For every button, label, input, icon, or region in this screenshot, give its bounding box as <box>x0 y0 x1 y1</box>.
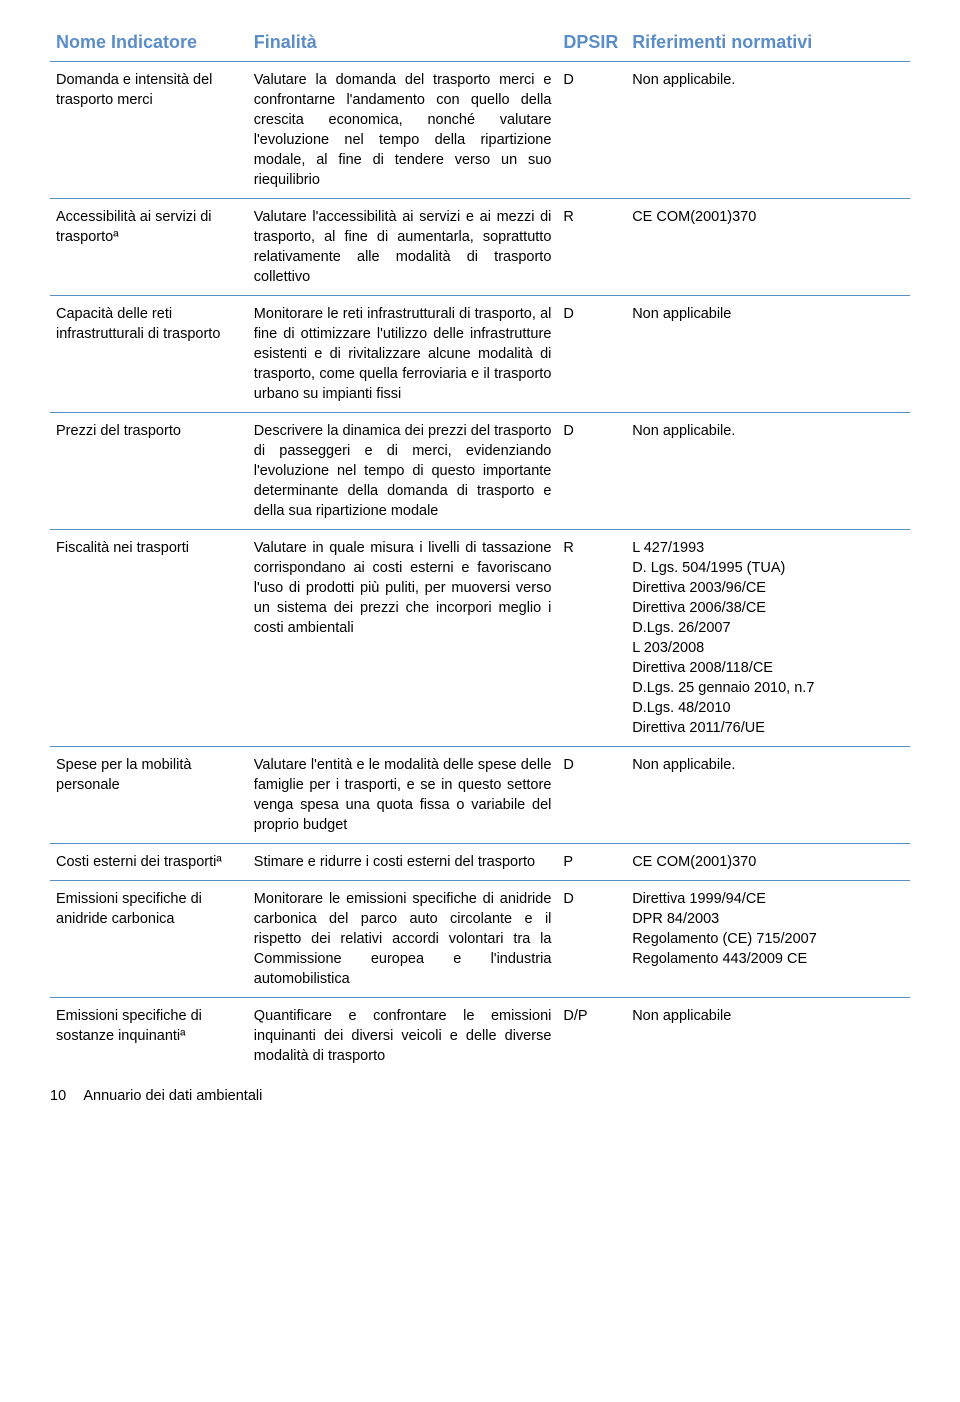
cell-finalita: Stimare e ridurre i costi esterni del tr… <box>248 844 558 881</box>
cell-dpsir: D <box>557 881 626 998</box>
cell-dpsir: P <box>557 844 626 881</box>
cell-finalita: Descrivere la dinamica dei prezzi del tr… <box>248 413 558 530</box>
table-row: Domanda e intensità del trasporto merciV… <box>50 62 910 199</box>
table-row: Costi esterni dei trasportiªStimare e ri… <box>50 844 910 881</box>
cell-dpsir: R <box>557 199 626 296</box>
cell-finalita: Monitorare le emissioni specifiche di an… <box>248 881 558 998</box>
doc-title: Annuario dei dati ambientali <box>83 1088 262 1104</box>
cell-dpsir: D <box>557 413 626 530</box>
column-header-nome: Nome Indicatore <box>50 24 248 62</box>
cell-nome: Prezzi del trasporto <box>50 413 248 530</box>
cell-finalita: Valutare in quale misura i livelli di ta… <box>248 530 558 747</box>
table-row: Spese per la mobilità personaleValutare … <box>50 747 910 844</box>
cell-nome: Fiscalità nei trasporti <box>50 530 248 747</box>
cell-nome: Costi esterni dei trasportiª <box>50 844 248 881</box>
column-header-riferimenti: Riferimenti normativi <box>626 24 910 62</box>
cell-riferimenti: Non applicabile <box>626 998 910 1075</box>
cell-nome: Domanda e intensità del trasporto merci <box>50 62 248 199</box>
column-header-dpsir: DPSIR <box>557 24 626 62</box>
table-row: Prezzi del trasportoDescrivere la dinami… <box>50 413 910 530</box>
table-row: Accessibilità ai servizi di trasportoªVa… <box>50 199 910 296</box>
cell-dpsir: R <box>557 530 626 747</box>
cell-riferimenti: L 427/1993D. Lgs. 504/1995 (TUA)Direttiv… <box>626 530 910 747</box>
cell-dpsir: D <box>557 62 626 199</box>
table-row: Emissioni specifiche di anidride carboni… <box>50 881 910 998</box>
cell-nome: Capacità delle reti infrastrutturali di … <box>50 296 248 413</box>
cell-finalita: Valutare la domanda del trasporto merci … <box>248 62 558 199</box>
cell-nome: Accessibilità ai servizi di trasportoª <box>50 199 248 296</box>
column-header-finalita: Finalità <box>248 24 558 62</box>
page-footer: 10 Annuario dei dati ambientali <box>50 1074 910 1104</box>
cell-finalita: Monitorare le reti infrastrutturali di t… <box>248 296 558 413</box>
cell-riferimenti: Non applicabile. <box>626 62 910 199</box>
cell-riferimenti: CE COM(2001)370 <box>626 199 910 296</box>
cell-dpsir: D/P <box>557 998 626 1075</box>
cell-finalita: Valutare l'entità e le modalità delle sp… <box>248 747 558 844</box>
cell-riferimenti: Non applicabile. <box>626 413 910 530</box>
indicators-table: Nome Indicatore Finalità DPSIR Riferimen… <box>50 24 910 1074</box>
cell-riferimenti: CE COM(2001)370 <box>626 844 910 881</box>
table-row: Capacità delle reti infrastrutturali di … <box>50 296 910 413</box>
cell-dpsir: D <box>557 296 626 413</box>
page: Nome Indicatore Finalità DPSIR Riferimen… <box>0 0 960 1124</box>
cell-riferimenti: Direttiva 1999/94/CEDPR 84/2003Regolamen… <box>626 881 910 998</box>
table-header-row: Nome Indicatore Finalità DPSIR Riferimen… <box>50 24 910 62</box>
cell-nome: Spese per la mobilità personale <box>50 747 248 844</box>
cell-riferimenti: Non applicabile. <box>626 747 910 844</box>
cell-riferimenti: Non applicabile <box>626 296 910 413</box>
cell-dpsir: D <box>557 747 626 844</box>
cell-nome: Emissioni specifiche di anidride carboni… <box>50 881 248 998</box>
page-number: 10 <box>50 1088 66 1104</box>
cell-finalita: Valutare l'accessibilità ai servizi e ai… <box>248 199 558 296</box>
table-row: Fiscalità nei trasportiValutare in quale… <box>50 530 910 747</box>
table-body: Domanda e intensità del trasporto merciV… <box>50 62 910 1075</box>
cell-finalita: Quantificare e confrontare le emissioni … <box>248 998 558 1075</box>
table-row: Emissioni specifiche di sostanze inquina… <box>50 998 910 1075</box>
cell-nome: Emissioni specifiche di sostanze inquina… <box>50 998 248 1075</box>
